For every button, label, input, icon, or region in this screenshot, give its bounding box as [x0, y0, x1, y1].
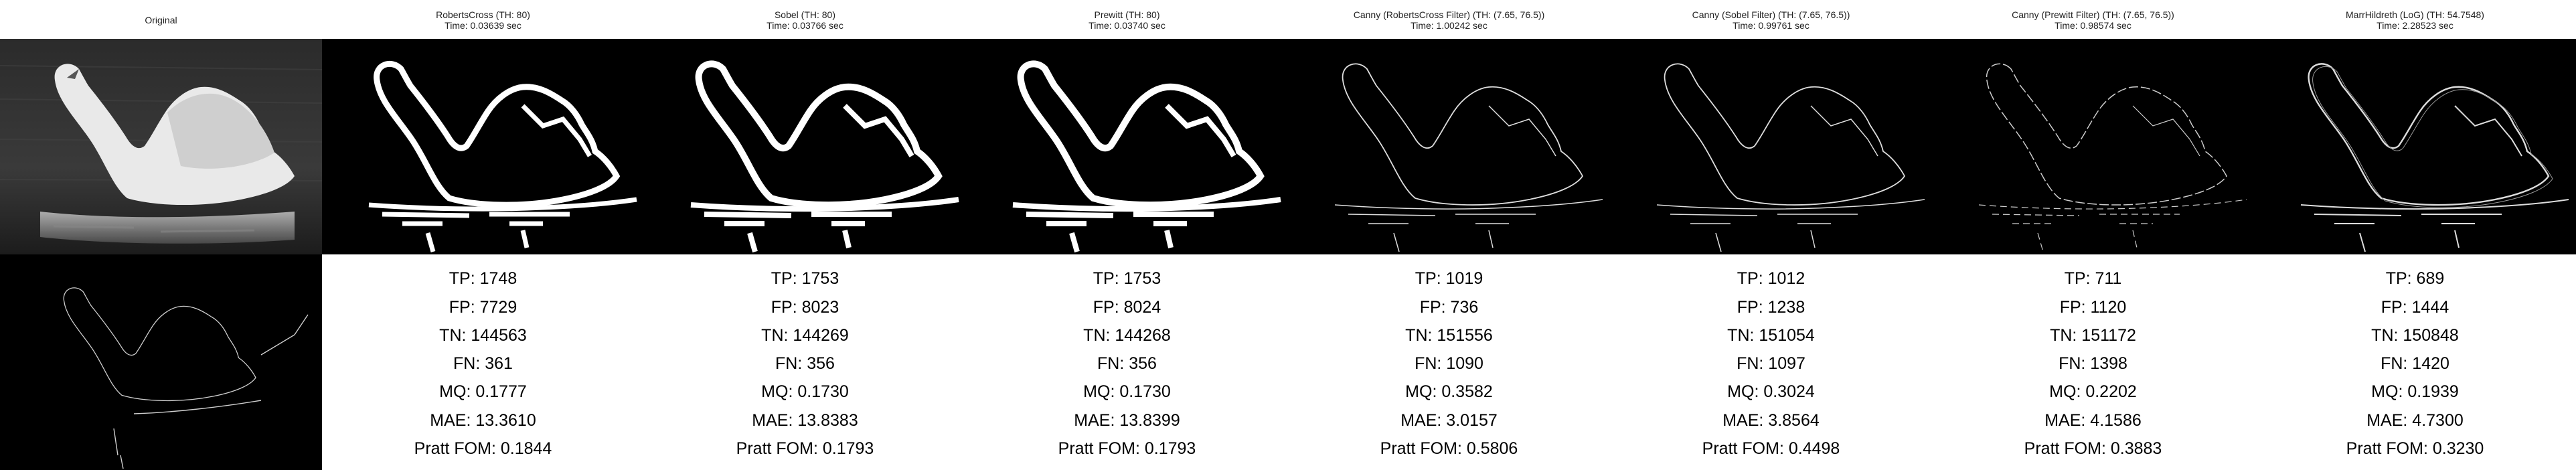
metric-mq: MQ: 0.1939	[2371, 382, 2459, 402]
metric-fn: FN: 1097	[1737, 354, 1805, 373]
column-title: Canny (Sobel Filter) (TH: (7.65, 76.5))	[1692, 9, 1850, 20]
column-header-prewitt: Prewitt (TH: 80) Time: 0.03740 sec	[966, 0, 1288, 39]
column-header-sobel: Sobel (TH: 80) Time: 0.03766 sec	[644, 0, 966, 39]
metric-pratt-fom: Pratt FOM: 0.1793	[736, 439, 874, 458]
ground-truth-edges	[63, 287, 309, 469]
metric-tn: TN: 151054	[1727, 325, 1815, 345]
metrics-canny-robertscross: TP: 1019 FP: 736 TN: 151556 FN: 1090 MQ:…	[1288, 254, 1610, 470]
metric-tp: TP: 1753	[771, 269, 839, 289]
column-header-canny-prewitt: Canny (Prewitt Filter) (TH: (7.65, 76.5)…	[1932, 0, 2254, 39]
column-header-marrhildreth: MarrHildreth (LoG) (TH: 54.7548) Time: 2…	[2254, 0, 2576, 39]
metric-tn: TN: 144269	[761, 325, 849, 345]
metric-tp: TP: 689	[2385, 269, 2445, 289]
canny-sobel-edges	[1656, 63, 1925, 252]
robertscross-edge-image	[322, 39, 644, 254]
prewitt-edges	[966, 39, 1288, 254]
metric-tp: TP: 1753	[1093, 269, 1161, 289]
column-time: Time: 0.03766 sec	[767, 20, 843, 31]
metric-mae: MAE: 4.7300	[2366, 410, 2464, 430]
metric-fp: FP: 8023	[771, 297, 839, 317]
sobel-edges	[644, 39, 966, 254]
column-time: Time: 0.03740 sec	[1089, 20, 1165, 31]
marrhildreth-edges	[2300, 63, 2569, 252]
ground-truth-edge-image	[0, 254, 322, 470]
metric-tp: TP: 1012	[1737, 269, 1805, 289]
column-title: Sobel (TH: 80)	[774, 9, 836, 20]
metric-mae: MAE: 3.8564	[1722, 410, 1820, 430]
column-title: Canny (Prewitt Filter) (TH: (7.65, 76.5)…	[2012, 9, 2174, 20]
canny-prewitt-edge-image	[1932, 39, 2254, 254]
metrics-prewitt: TP: 1753 FP: 8024 TN: 144268 FN: 356 MQ:…	[966, 254, 1288, 470]
metric-fn: FN: 356	[1097, 354, 1157, 373]
column-time: Time: 0.99761 sec	[1733, 20, 1809, 31]
column-title: RobertsCross (TH: 80)	[436, 9, 530, 20]
metric-pratt-fom: Pratt FOM: 0.1844	[414, 439, 552, 458]
column-header-canny-sobel: Canny (Sobel Filter) (TH: (7.65, 76.5)) …	[1610, 0, 1932, 39]
column-title: MarrHildreth (LoG) (TH: 54.7548)	[2346, 9, 2484, 20]
column-header-robertscross: RobertsCross (TH: 80) Time: 0.03639 sec	[322, 0, 644, 39]
metric-fn: FN: 356	[775, 354, 835, 373]
metrics-sobel: TP: 1753 FP: 8023 TN: 144269 FN: 356 MQ:…	[644, 254, 966, 470]
original-swan-photo	[0, 39, 322, 254]
metric-mq: MQ: 0.3024	[1727, 382, 1815, 402]
metric-fn: FN: 1398	[2059, 354, 2127, 373]
sobel-edge-image	[644, 39, 966, 254]
metric-fn: FN: 1420	[2381, 354, 2449, 373]
column-title: Prewitt (TH: 80)	[1094, 9, 1160, 20]
metric-mq: MQ: 0.1730	[761, 382, 849, 402]
metric-mq: MQ: 0.3582	[1405, 382, 1493, 402]
column-title: Canny (RobertsCross Filter) (TH: (7.65, …	[1353, 9, 1545, 20]
metric-fn: FN: 361	[453, 354, 513, 373]
metric-fp: FP: 1238	[1737, 297, 1805, 317]
metric-tn: TN: 150848	[2371, 325, 2459, 345]
metric-tn: TN: 144563	[439, 325, 527, 345]
metric-mae: MAE: 13.8399	[1074, 410, 1180, 430]
metric-mq: MQ: 0.2202	[2049, 382, 2137, 402]
metric-mq: MQ: 0.1730	[1083, 382, 1171, 402]
metric-mae: MAE: 13.3610	[430, 410, 536, 430]
metric-tp: TP: 711	[2064, 269, 2122, 289]
metrics-canny-prewitt: TP: 711 FP: 1120 TN: 151172 FN: 1398 MQ:…	[1932, 254, 2254, 470]
marrhildreth-edge-image	[2254, 39, 2576, 254]
column-title: Original	[145, 15, 177, 25]
metric-fp: FP: 736	[1419, 297, 1479, 317]
metric-tp: TP: 1019	[1415, 269, 1483, 289]
metric-tn: TN: 151172	[2050, 325, 2136, 345]
canny-robertscross-edges	[1334, 63, 1603, 252]
metric-mq: MQ: 0.1777	[439, 382, 527, 402]
metric-fn: FN: 1090	[1415, 354, 1483, 373]
column-time: Time: 1.00242 sec	[1411, 20, 1487, 31]
metric-mae: MAE: 4.1586	[2044, 410, 2142, 430]
original-image	[0, 39, 322, 254]
metrics-canny-sobel: TP: 1012 FP: 1238 TN: 151054 FN: 1097 MQ…	[1610, 254, 1932, 470]
canny-sobel-edge-image	[1610, 39, 1932, 254]
metric-fp: FP: 1120	[2059, 297, 2127, 317]
metric-fp: FP: 1444	[2381, 297, 2449, 317]
column-time: Time: 0.98574 sec	[2055, 20, 2131, 31]
metric-pratt-fom: Pratt FOM: 0.1793	[1058, 439, 1196, 458]
column-time: Time: 2.28523 sec	[2377, 20, 2453, 31]
metrics-robertscross: TP: 1748 FP: 7729 TN: 144563 FN: 361 MQ:…	[322, 254, 644, 470]
metric-pratt-fom: Pratt FOM: 0.5806	[1380, 439, 1518, 458]
column-header-original: Original	[0, 0, 322, 39]
canny-robertscross-edge-image	[1288, 39, 1610, 254]
canny-prewitt-edges	[1978, 63, 2247, 252]
metrics-marrhildreth: TP: 689 FP: 1444 TN: 150848 FN: 1420 MQ:…	[2254, 254, 2576, 470]
metric-tn: TN: 151556	[1405, 325, 1493, 345]
metric-tp: TP: 1748	[449, 269, 517, 289]
metric-fp: FP: 7729	[449, 297, 517, 317]
column-header-canny-robertscross: Canny (RobertsCross Filter) (TH: (7.65, …	[1288, 0, 1610, 39]
metric-pratt-fom: Pratt FOM: 0.4498	[1702, 439, 1840, 458]
prewitt-edge-image	[966, 39, 1288, 254]
robertscross-edges	[322, 39, 644, 254]
metric-tn: TN: 144268	[1083, 325, 1171, 345]
metric-pratt-fom: Pratt FOM: 0.3230	[2346, 439, 2484, 458]
metric-mae: MAE: 13.8383	[752, 410, 858, 430]
column-time: Time: 0.03639 sec	[445, 20, 521, 31]
metric-mae: MAE: 3.0157	[1400, 410, 1498, 430]
metric-pratt-fom: Pratt FOM: 0.3883	[2024, 439, 2162, 458]
metric-fp: FP: 8024	[1093, 297, 1161, 317]
